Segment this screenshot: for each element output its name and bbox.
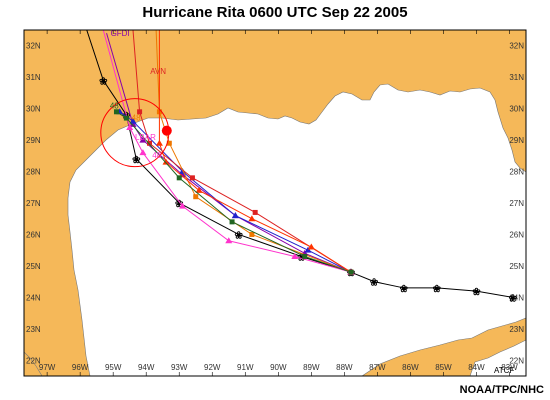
label-avn: AVN [150,67,166,76]
best-track-point: ❀ [99,76,108,87]
lat-tick-label-right: 30N [509,105,524,114]
model-orange-line [155,29,352,273]
best-track-point: ❀ [175,199,184,210]
label-lbar: LBAR [135,133,156,142]
model-red2-point [195,186,203,193]
lon-tick-label: 92W [204,363,221,372]
model-blue-point [304,246,312,253]
lon-tick-label: 97W [39,363,56,372]
best-track-point: ❀ [400,284,409,295]
model-lbar-point [126,124,134,131]
lon-tick-label: 90W [270,363,287,372]
model-red2-point [248,215,256,222]
land-mass [23,29,527,377]
lat-tick-label-right: 27N [509,199,524,208]
model-lbar-point [179,202,187,209]
lon-tick-label: 96W [72,363,89,372]
forecast-tracks: ❀❀❀❀❀❀❀❀❀❀❀❀ [86,29,518,304]
best-track-point: ❀ [132,155,141,166]
lon-tick-label: 84W [468,363,485,372]
lat-tick-label-left: 24N [26,293,41,302]
model-labels: GFDI AVN LBAR 48 48 48 [110,29,166,160]
best-track-point: ❀ [433,284,442,295]
model-green-point [229,219,235,225]
model-avn-point [252,209,258,215]
lat-tick-label-left: 23N [26,325,41,334]
lat-tick-label-right: 31N [509,73,524,82]
model-avn-point [147,140,152,146]
lat-tick-label-left: 27N [26,199,41,208]
lat-tick-label-right: 29N [509,136,524,145]
model-orange-point [249,231,255,237]
lat-tick-label-right: 26N [509,230,524,239]
lat-tick-label-left: 26N [26,230,41,239]
lon-tick-label: 86W [402,363,419,372]
land-cuba [361,317,527,377]
model-red2-point [162,158,170,165]
model-blue-point [129,117,137,124]
lon-tick-label: 88W [336,363,353,372]
lat-tick-label-left: 29N [26,136,41,145]
model-green-point [302,253,308,259]
lat-tick-label-left: 32N [26,42,41,51]
map-title: Hurricane Rita 0600 UTC Sep 22 2005 [142,4,408,21]
lat-tick-label-left: 31N [26,73,41,82]
label-48-orange: 48 [132,113,141,122]
label-48-green: 48 [110,102,119,111]
model-lbar-point [225,237,233,244]
model-green-point [123,115,129,121]
lon-tick-label: 93W [171,363,188,372]
model-green-point [348,269,354,275]
lon-tick-label: 94W [138,363,155,372]
model-red2-point [155,139,163,146]
model-red2-point [307,243,315,250]
lat-tick-label-left: 25N [26,262,41,271]
model-green-point [113,109,119,115]
lon-tick-label: 83W [501,363,518,372]
lat-tick-label-right: 24N [509,293,524,302]
map-frame [23,29,527,377]
label-gfdi: GFDI [111,29,130,38]
model-green-point [176,175,182,181]
lat-tick-label-right: 32N [509,42,524,51]
best-track-point: ❀ [509,293,518,304]
credit-label: NOAA/TPC/NHC [459,384,544,396]
lon-tick-label: 87W [369,363,386,372]
lat-tick-label-left: 30N [26,105,41,114]
lat-tick-label-right: 23N [509,325,524,334]
model-avn-point [137,109,143,115]
lon-tick-label: 85W [435,363,452,372]
lon-tick-label: 89W [303,363,320,372]
lon-tick-label: 95W [105,363,122,372]
model-orange-point [166,140,172,146]
lon-tick-label: 91W [237,363,254,372]
model-gfdi-point [129,120,137,127]
land-us-gulf-coast [23,29,527,377]
best-track-point: ❀ [234,230,243,241]
model-gfdi-point [139,136,147,143]
grid-ticks: 97W 96W 95W 94W 93W 92W 91W 90W 89W 88W 87W 86W 85W 8… [26,30,524,376]
best-track-point: ❀ [370,278,379,289]
lat-tick-label-right: 22N [509,356,524,365]
model-avn-point [189,175,195,181]
model-lbar-point [139,149,147,156]
atcf-label: ATCF [494,366,514,375]
lat-tick-label-right: 28N [509,168,524,177]
lat-tick-label-left: 28N [26,168,41,177]
label-48-pink: 48 [152,151,161,160]
lat-tick-label-right: 25N [509,262,524,271]
model-blue-line [119,111,352,273]
storm-center-dot [161,125,172,136]
model-orange-point [193,194,199,200]
model-blue-point [231,212,239,219]
lat-tick-label-left: 22N [26,356,41,365]
model-lbar-point [291,252,299,259]
model-avn-line [132,29,352,273]
best-track-point: ❀ [472,287,481,298]
